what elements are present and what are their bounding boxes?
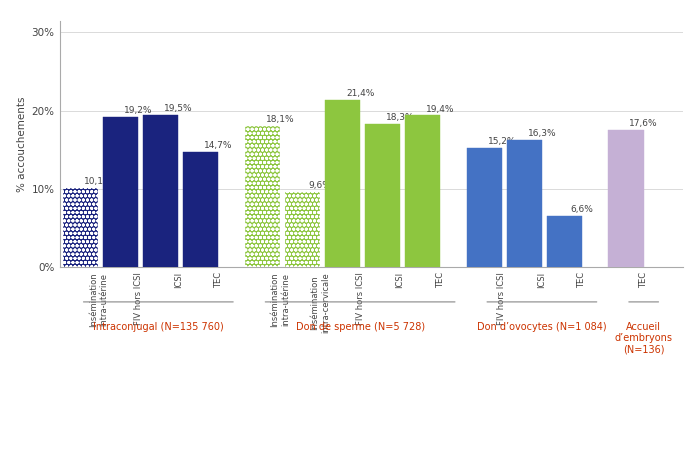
Text: 18,1%: 18,1% xyxy=(266,115,295,124)
Bar xyxy=(507,140,542,267)
Text: 9,6%: 9,6% xyxy=(309,181,332,190)
Text: 10,1%: 10,1% xyxy=(84,177,113,186)
Text: Intraconjugal (N=135 760): Intraconjugal (N=135 760) xyxy=(93,322,224,331)
Bar xyxy=(245,126,280,267)
Bar xyxy=(183,152,218,267)
Text: 15,2%: 15,2% xyxy=(488,137,516,147)
Text: 17,6%: 17,6% xyxy=(629,118,658,128)
Text: 19,4%: 19,4% xyxy=(426,105,454,113)
Bar xyxy=(467,148,502,267)
Bar xyxy=(63,188,98,267)
Bar xyxy=(103,117,139,267)
Bar xyxy=(365,124,400,267)
Text: 6,6%: 6,6% xyxy=(570,205,594,214)
Text: 19,5%: 19,5% xyxy=(164,104,193,113)
Bar xyxy=(285,192,320,267)
Y-axis label: % accouchements: % accouchements xyxy=(18,96,27,192)
Text: 19,2%: 19,2% xyxy=(124,106,153,115)
Text: 16,3%: 16,3% xyxy=(528,129,556,138)
Bar xyxy=(143,115,178,267)
Bar xyxy=(547,216,582,267)
Text: Don de sperme (N=5 728): Don de sperme (N=5 728) xyxy=(295,322,425,331)
Bar xyxy=(405,116,440,267)
Text: 18,3%: 18,3% xyxy=(386,113,414,122)
Bar xyxy=(325,100,360,267)
Text: 14,7%: 14,7% xyxy=(204,142,232,150)
Bar xyxy=(608,130,644,267)
Text: Don d’ovocytes (N=1 084): Don d’ovocytes (N=1 084) xyxy=(477,322,607,331)
Text: 21,4%: 21,4% xyxy=(346,89,375,98)
Text: Accueil
d’embryons
(N=136): Accueil d’embryons (N=136) xyxy=(615,322,673,355)
